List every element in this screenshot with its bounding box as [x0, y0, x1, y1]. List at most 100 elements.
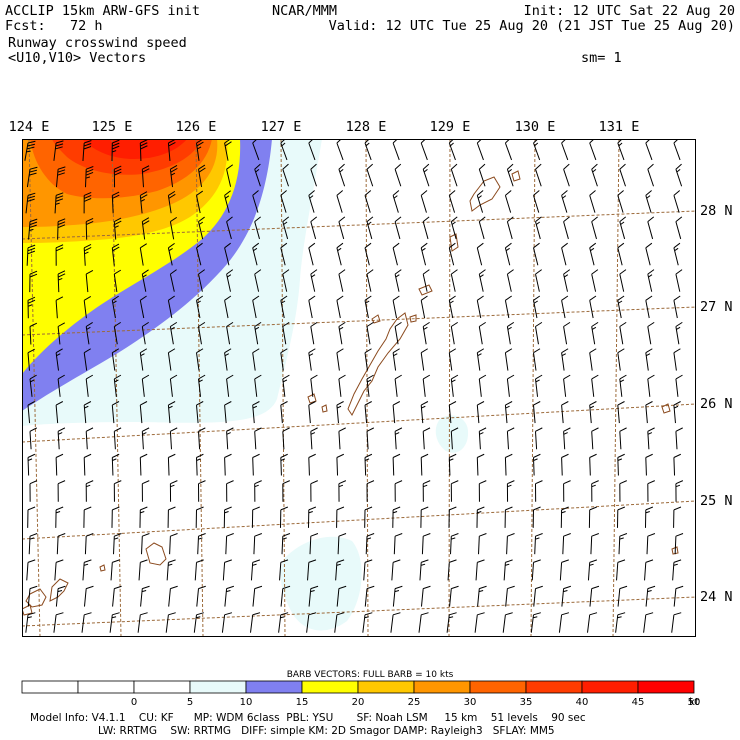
lon-label-129: 129 E: [429, 119, 471, 135]
wind-barb: [619, 321, 627, 345]
wind-barb: [226, 374, 234, 397]
lat-label-26: 26 N: [700, 396, 733, 412]
wind-barb-stroke: [533, 401, 541, 424]
wind-barb-stroke: [280, 453, 288, 476]
wind-barb-stroke: [392, 348, 400, 371]
wind-barb-stroke: [474, 612, 485, 633]
wind-barb: [336, 453, 345, 476]
wind-barb-stroke: [673, 295, 681, 319]
wind-barb-stroke: [54, 192, 64, 214]
wind-barb-stroke: [673, 348, 681, 371]
legend-tick-label: 10: [240, 697, 253, 708]
wind-barb-stroke: [28, 533, 38, 555]
wind-barb: [533, 453, 541, 476]
wind-barb: [392, 585, 403, 607]
forecast-hour: Fcst: 72 h: [5, 18, 103, 34]
wind-barb: [252, 139, 260, 161]
wind-barb: [57, 374, 65, 397]
wind-barb: [478, 480, 487, 502]
wind-barb: [169, 269, 177, 292]
wind-barb: [590, 533, 600, 555]
wind-barb-stroke: [338, 480, 347, 502]
legend-tick-label: 25: [408, 697, 421, 708]
wind-barb: [420, 506, 429, 528]
wind-barb: [535, 321, 543, 345]
wind-barb-stroke: [645, 348, 653, 371]
wind-barb: [643, 612, 654, 633]
wind-barb-stroke: [27, 506, 36, 528]
wind-barb-stroke: [113, 217, 122, 240]
wind-barb: [225, 533, 234, 555]
wind-barb-stroke: [111, 139, 120, 162]
wind-barb: [589, 348, 597, 371]
wind-barb-stroke: [394, 480, 403, 502]
lon-label-131: 131 E: [598, 119, 640, 135]
wind-barb-stroke: [29, 480, 38, 502]
wind-barb-stroke: [531, 559, 541, 581]
wind-barb: [675, 480, 684, 502]
wind-barb: [338, 427, 346, 450]
wind-barb: [617, 585, 628, 607]
wind-barb-stroke: [587, 612, 598, 633]
wind-barb: [221, 612, 233, 633]
wind-barb-stroke: [198, 164, 206, 188]
wind-barb-stroke: [675, 374, 683, 397]
wind-barb: [504, 453, 513, 476]
wind-barb-stroke: [141, 269, 149, 292]
wind-barb: [392, 453, 401, 476]
wind-barb-stroke: [563, 427, 571, 450]
wind-barb: [366, 216, 374, 240]
wind-barb-stroke: [673, 401, 681, 424]
wind-barb-stroke: [167, 401, 176, 424]
wind-barb: [55, 453, 64, 476]
wind-barb-stroke: [54, 559, 64, 581]
wind-barb-stroke: [645, 139, 653, 161]
wind-barb-stroke: [83, 243, 92, 266]
wind-barb-stroke: [589, 401, 597, 424]
wind-barb-stroke: [223, 506, 232, 528]
institution-label: NCAR/MMM: [272, 3, 338, 19]
wind-barb: [280, 190, 287, 213]
wind-barb: [563, 480, 571, 502]
wind-barb-stroke: [24, 140, 36, 161]
wind-barb: [392, 242, 400, 266]
wind-barb-stroke: [55, 506, 64, 528]
wind-barb-stroke: [25, 192, 36, 214]
wind-barb: [196, 139, 204, 161]
wind-barb: [531, 559, 541, 581]
wind-barb: [671, 612, 682, 633]
wind-barb-stroke: [167, 348, 176, 371]
wind-barb-stroke: [338, 321, 346, 345]
wind-barb-stroke: [478, 163, 486, 187]
wind-barb: [54, 559, 64, 581]
wind-barb: [224, 190, 231, 213]
wind-barb-stroke: [226, 374, 234, 397]
wind-barb-stroke: [506, 216, 514, 240]
wind-barb-stroke: [419, 559, 429, 581]
wind-barb-stroke: [478, 269, 486, 292]
meridian-128: [365, 139, 369, 636]
wind-barb-stroke: [252, 348, 260, 371]
wind-barb: [28, 533, 38, 555]
wind-barb-stroke: [365, 533, 375, 555]
wind-barb-stroke: [55, 166, 66, 188]
wind-barb-stroke: [476, 348, 485, 371]
wind-barb: [254, 427, 262, 450]
wind-barb-stroke: [617, 585, 628, 607]
wind-barb-stroke: [308, 190, 315, 213]
wind-barb-stroke: [450, 216, 458, 240]
wind-barb-stroke: [196, 190, 204, 214]
wind-barb: [224, 348, 232, 371]
wind-barb: [619, 269, 627, 292]
wind-barb-stroke: [476, 506, 485, 528]
wind-barb-stroke: [254, 216, 261, 240]
wind-barb-stroke: [252, 242, 260, 266]
wind-barb: [450, 163, 458, 187]
wind-barb: [111, 139, 120, 162]
wind-barb: [309, 533, 319, 555]
wind-barb: [55, 296, 64, 319]
wind-barb: [112, 585, 122, 607]
wind-barb-stroke: [198, 480, 206, 502]
wind-barb: [83, 506, 92, 528]
wind-barb: [390, 612, 401, 633]
